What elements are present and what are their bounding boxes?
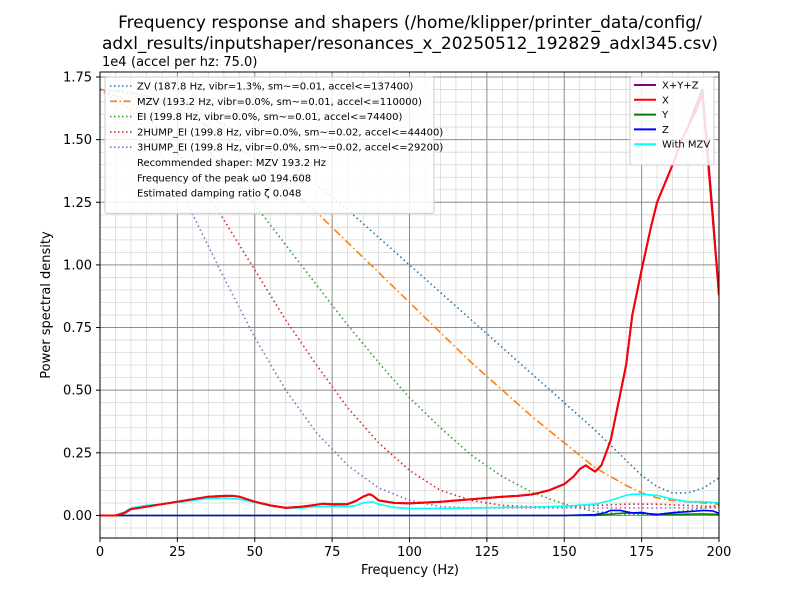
legend-entry: MZV (193.2 Hz, vibr=0.0%, sm~=0.01, acce… <box>137 97 422 108</box>
psd-legend: X+Y+Z XYZ With MZV <box>629 76 715 166</box>
y-tick-label: 0.00 <box>63 509 92 524</box>
x-tick-label: 200 <box>707 545 732 560</box>
legend-entry: 3HUMP_EI (199.8 Hz, vibr=0.0%, sm~=0.02,… <box>137 143 443 154</box>
legend-entry: Z <box>662 125 669 136</box>
legend-entry: 2HUMP_EI (199.8 Hz, vibr=0.0%, sm~=0.02,… <box>137 127 443 138</box>
x-tick-label: 125 <box>474 545 499 560</box>
legend-entry: With MZV <box>662 140 710 151</box>
x-tick-label: 175 <box>629 545 654 560</box>
series-3hump-ei <box>100 88 719 509</box>
y-axis-label: Power spectral density <box>39 231 54 379</box>
chart-title-line2: adxl_results/inputshaper/resonances_x_20… <box>102 34 718 54</box>
legend-entry: X <box>662 95 669 106</box>
y-tick-label: 0.25 <box>63 446 92 461</box>
shaper-legend-box <box>104 76 435 214</box>
y-tick-label: 0.50 <box>63 384 92 399</box>
x-tick-label: 50 <box>246 545 263 560</box>
x-axis-label: Frequency (Hz) <box>361 563 459 578</box>
legend-entry: ZV (187.8 Hz, vibr=1.3%, sm~=0.01, accel… <box>137 82 413 93</box>
y-scale-label: 1e4 <box>102 55 127 70</box>
series-z <box>100 509 719 517</box>
y-tick-label: 1.00 <box>63 258 92 273</box>
x-tick-label: 100 <box>397 545 422 560</box>
shaper-legend: ZV (187.8 Hz, vibr=1.3%, sm~=0.01, accel… <box>104 76 443 214</box>
x-tick-label: 150 <box>552 545 577 560</box>
x-tick-label: 25 <box>169 545 186 560</box>
x-tick-label: 75 <box>324 545 341 560</box>
legend-entry: EI (199.8 Hz, vibr=0.0%, sm~=0.01, accel… <box>137 112 403 123</box>
chart-title-line1: Frequency response and shapers (/home/kl… <box>118 13 702 33</box>
x-tick-label: 0 <box>96 545 104 560</box>
legend-note: Frequency of the peak ω0 194.608 <box>137 173 311 184</box>
y-tick-label: 1.25 <box>63 196 92 211</box>
y-tick-label: 0.75 <box>63 321 92 336</box>
legend-note: Recommended shaper: MZV 193.2 Hz <box>137 158 326 169</box>
legend-entry: Y <box>661 110 669 121</box>
y-tick-label: 1.75 <box>63 71 92 86</box>
y-tick-label: 1.50 <box>63 133 92 148</box>
right-axis-label: (accel per hz: 75.0) <box>131 55 257 70</box>
legend-entry: X+Y+Z <box>662 81 699 92</box>
series-2hump-ei <box>100 88 719 508</box>
axis-ticks: 0 25 50 75 100 125 150 175 200 0.00 0.25 0.50 0.75 1.… <box>63 71 731 560</box>
series-zv <box>100 88 719 494</box>
series-x <box>100 93 719 517</box>
legend-note: Estimated damping ratio ζ 0.048 <box>137 189 301 200</box>
